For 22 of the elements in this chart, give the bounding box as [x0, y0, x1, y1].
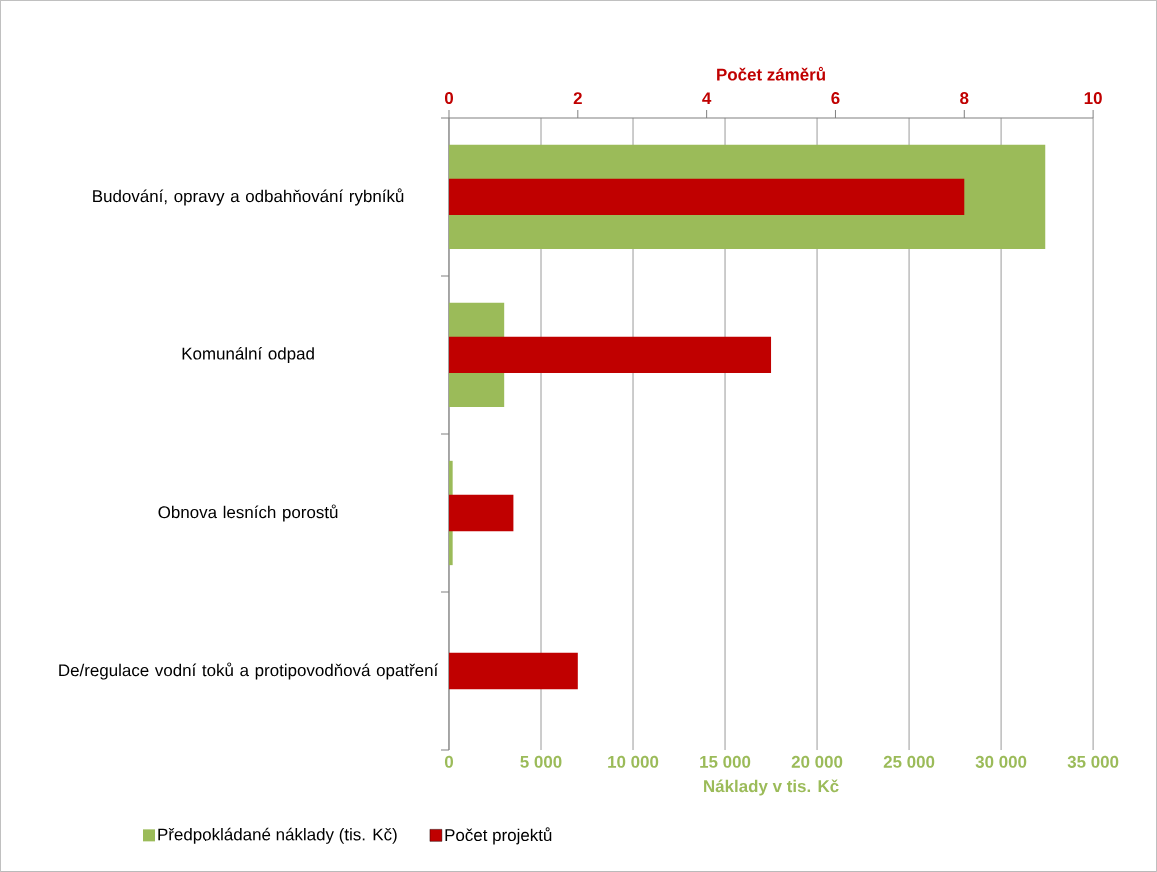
- x2-tick-label: 2: [573, 92, 582, 105]
- x2-tick-label: 10: [1084, 92, 1102, 105]
- y-tick-label: Komunální odpad: [182, 346, 314, 363]
- y-tick-label: De/regulace vodní toků a protipovodňová opatření: [59, 662, 439, 680]
- x-tick-label: 5 000: [520, 755, 562, 768]
- x2-axis-title: Počet záměrů: [717, 66, 825, 81]
- legend-label: Počet projektů: [445, 827, 552, 845]
- y-tick-label: Obnova lesních porostů: [158, 504, 338, 522]
- x2-tick-label: 0: [444, 92, 453, 105]
- x-tick-label: 15 000: [700, 755, 751, 768]
- x-tick-label: 0: [444, 755, 453, 768]
- x-tick-label: 30 000: [975, 755, 1027, 768]
- legend-label: Předpokládané náklady (tis. Kč): [158, 827, 397, 844]
- y-tick-label: Budování, opravy a odbahňování rybníků: [93, 188, 404, 206]
- x2-tick-label: 8: [960, 92, 969, 105]
- x-tick-label: 10 000: [608, 755, 659, 768]
- x-tick-label: 35 000: [1067, 755, 1119, 768]
- x2-tick-label: 4: [702, 92, 712, 105]
- x-tick-label: 25 000: [883, 755, 935, 768]
- x-tick-label: 20 000: [791, 755, 843, 768]
- x-axis-title: Náklady v tis. Kč: [704, 779, 839, 796]
- x2-tick-label: 6: [831, 92, 840, 105]
